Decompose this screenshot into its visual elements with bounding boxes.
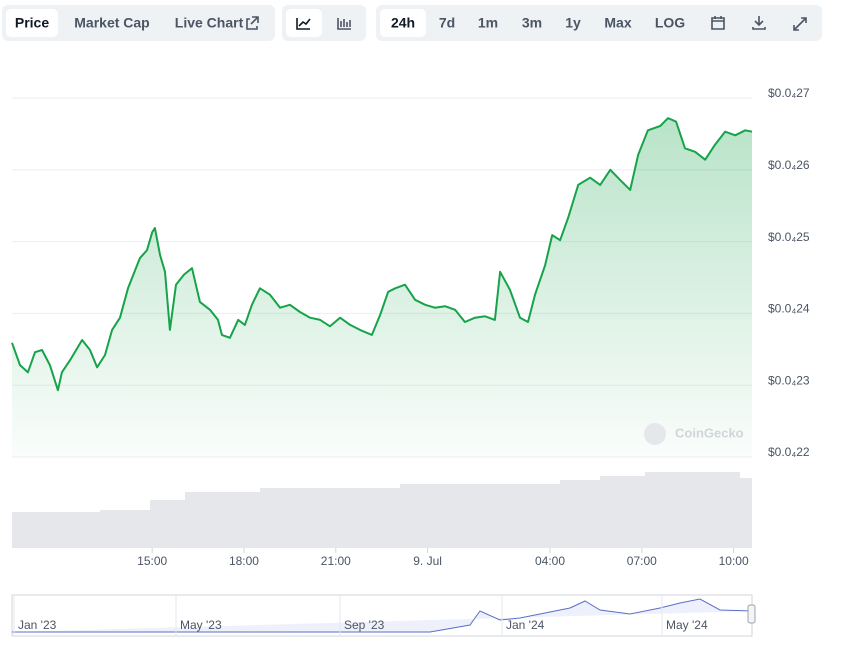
y-tick-label: $0.0₄25 [768, 230, 810, 244]
range[interactable]: 3m [522, 15, 542, 31]
range[interactable]: LOG [655, 15, 685, 31]
navigator-labels: Jan '23 May '23 Sep '23 Jan '24 May '24 [13, 595, 708, 636]
tab[interactable]: Market Cap [74, 15, 149, 31]
price-line [11, 117, 753, 392]
range[interactable]: 1y [565, 15, 581, 31]
y-tick-label: $0.0₄24 [768, 302, 810, 316]
range[interactable]: 1m [478, 15, 498, 31]
y-tick-label: $0.0₄23 [768, 373, 810, 387]
candle-icon[interactable] [337, 18, 351, 30]
y-tick-label: $0.0₄27 [768, 86, 810, 100]
navigator-label: May '23 [180, 618, 222, 632]
range[interactable]: 24h [391, 15, 415, 31]
plot: $0.0₄22 $0.0₄23 $0.0₄24 $0.0₄25 $0.0₄26 $0.0₄… [11, 86, 810, 568]
y-tick-label: $0.0₄22 [768, 445, 810, 459]
x-tick-label: 10:00 [719, 554, 749, 568]
download-icon[interactable] [752, 16, 766, 30]
navigator-handle[interactable] [747, 604, 756, 624]
range[interactable]: Max [604, 15, 631, 31]
calendar-icon[interactable] [711, 16, 725, 30]
navigator-label: Jan '24 [506, 618, 545, 632]
watermark-logo [644, 423, 666, 445]
x-tick-label: 9. Jul [413, 554, 442, 568]
range-selected[interactable] [380, 9, 426, 37]
x-tick-label: 21:00 [321, 554, 351, 568]
x-tick-label: 18:00 [229, 554, 259, 568]
line-icon [296, 18, 311, 30]
navigator-label: May '24 [666, 618, 708, 632]
range-group [376, 5, 822, 41]
y-tick-label: $0.0₄26 [768, 158, 810, 172]
expand-icon[interactable] [793, 17, 807, 31]
volume-area [12, 472, 752, 548]
tab-selected[interactable] [6, 9, 58, 37]
tab[interactable]: Price [15, 15, 49, 31]
navigator-label: Jan '23 [18, 618, 57, 632]
navigator-label: Sep '23 [344, 618, 385, 632]
navigator-line [12, 598, 753, 633]
tab[interactable]: Live Chart [175, 15, 244, 31]
tab-group [2, 5, 275, 41]
watermark: CoinGecko [675, 425, 744, 440]
area-fill [12, 118, 752, 457]
range[interactable]: 7d [439, 15, 455, 31]
x-tick-label: 04:00 [535, 554, 565, 568]
x-tick-label: 15:00 [137, 554, 167, 568]
external-icon [246, 16, 259, 30]
x-tick-label: 07:00 [627, 554, 657, 568]
